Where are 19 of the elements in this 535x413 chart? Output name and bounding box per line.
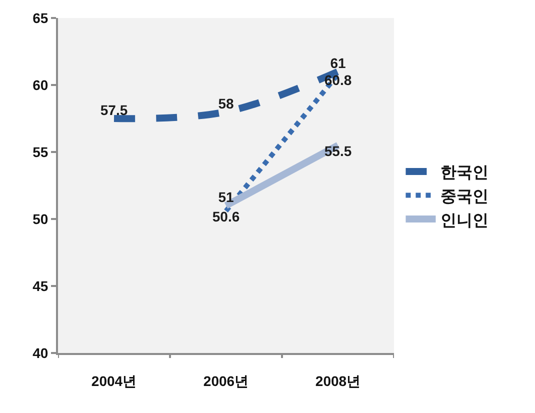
data-label: 51 <box>218 189 234 206</box>
data-label: 61 <box>330 55 346 72</box>
x-tick-label: 2004년 <box>91 372 137 389</box>
y-tick-label: 40 <box>32 344 48 361</box>
legend-label: 한국인 <box>440 164 489 182</box>
data-label: 57.5 <box>100 102 128 118</box>
x-tick-label: 2006년 <box>203 372 249 389</box>
data-label: 50.6 <box>212 208 240 224</box>
y-tick-label: 50 <box>32 210 48 227</box>
y-tick-label: 55 <box>32 144 48 160</box>
y-tick-label: 45 <box>32 278 48 294</box>
y-tick-label: 60 <box>32 76 48 93</box>
legend-label: 인니인 <box>440 212 489 230</box>
data-label: 60.8 <box>324 72 352 88</box>
data-label: 55.5 <box>324 142 352 159</box>
x-tick-label: 2008년 <box>315 372 361 389</box>
y-tick-label: 65 <box>32 10 48 26</box>
legend-label: 중국인 <box>440 188 489 206</box>
data-label: 58 <box>218 95 234 112</box>
